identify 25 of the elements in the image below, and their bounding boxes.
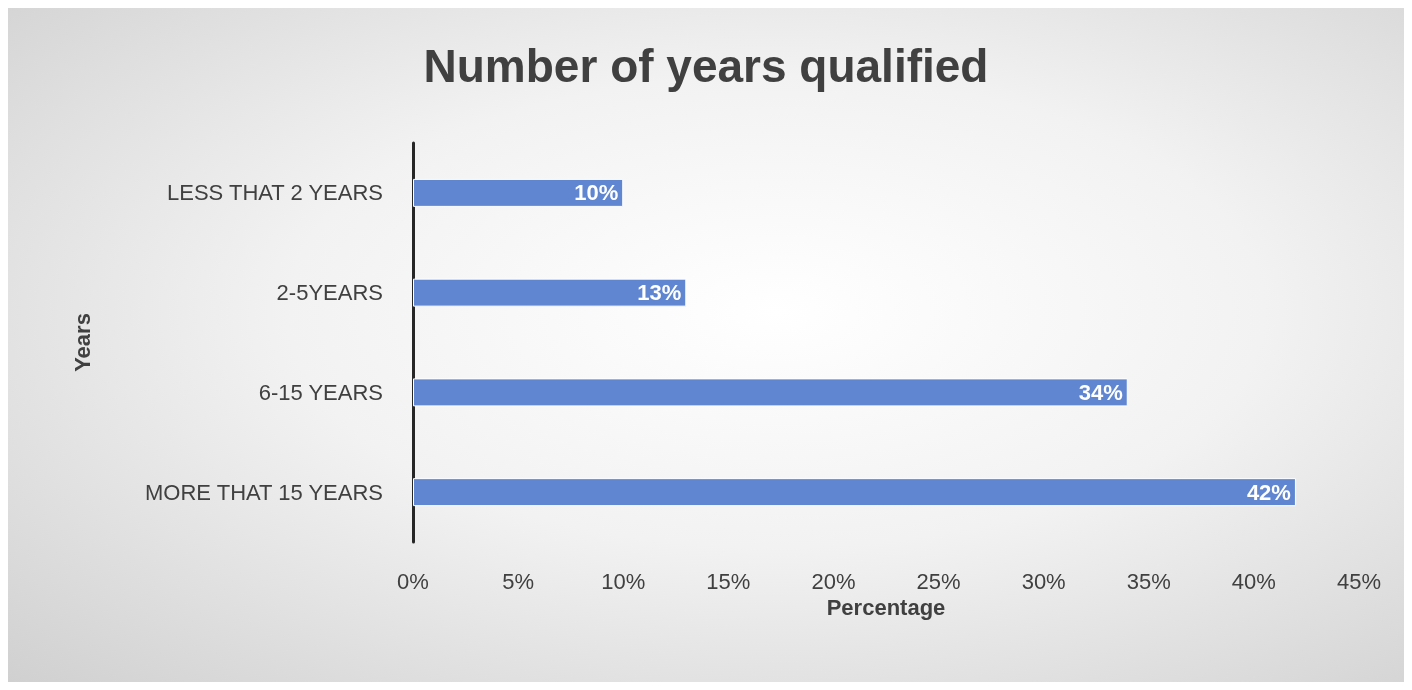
x-tick-label: 0% [397,568,429,594]
bar [413,178,624,207]
x-tick-label: 45% [1336,568,1382,594]
y-tick-label: 6-15 YEARS [258,379,383,405]
bar [413,378,1128,407]
data-label: 13% [637,280,682,306]
x-tick-label: 15% [706,568,751,594]
y-tick-label: MORE THAT 15 YEARS [144,479,383,505]
bar [413,478,1296,507]
x-tick-label: 40% [1231,568,1276,594]
y-axis-title: Years [69,313,95,372]
x-tick-label: 20% [811,568,856,594]
chart-title: Number of years qualified [423,40,989,92]
x-tick-label: 25% [916,568,961,594]
y-tick-label: LESS THAT 2 YEARS [166,180,383,206]
y-tick-label: 2-5YEARS [276,280,383,306]
x-tick-label: 10% [601,568,646,594]
x-tick-label: 5% [502,568,535,594]
x-axis-title: Percentage [826,595,946,621]
x-tick-label: 35% [1126,568,1171,594]
bar [413,278,687,307]
x-tick-label: 30% [1021,568,1066,594]
data-label: 10% [574,180,619,206]
data-label: 42% [1246,479,1291,505]
data-label: 34% [1078,379,1123,405]
